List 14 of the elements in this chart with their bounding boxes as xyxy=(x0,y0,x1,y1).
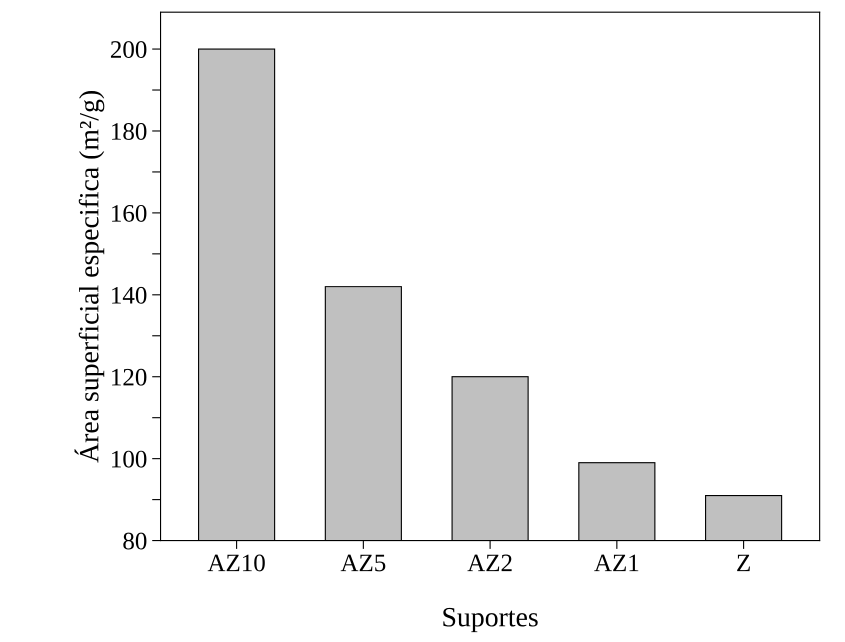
y-axis-title: Área superficial especifica (m²/g) xyxy=(74,91,104,463)
x-tick-label: AZ2 xyxy=(467,554,512,572)
x-tick-label: Z xyxy=(737,554,750,572)
y-tick-label: 200 xyxy=(110,41,146,58)
y-tick-label: 120 xyxy=(112,368,146,386)
x-axis-title: Suportes xyxy=(443,608,538,632)
x-tick-label: AZ5 xyxy=(340,554,386,572)
y-tick-label: 180 xyxy=(112,123,146,140)
y-tick-label: 160 xyxy=(112,204,146,222)
y-tick-label: 140 xyxy=(112,286,146,304)
y-tick-label: 100 xyxy=(112,450,146,468)
y-tick-label: 80 xyxy=(123,532,146,550)
x-tick-label: AZ1 xyxy=(594,554,638,572)
x-tick-label: AZ10 xyxy=(208,554,265,572)
